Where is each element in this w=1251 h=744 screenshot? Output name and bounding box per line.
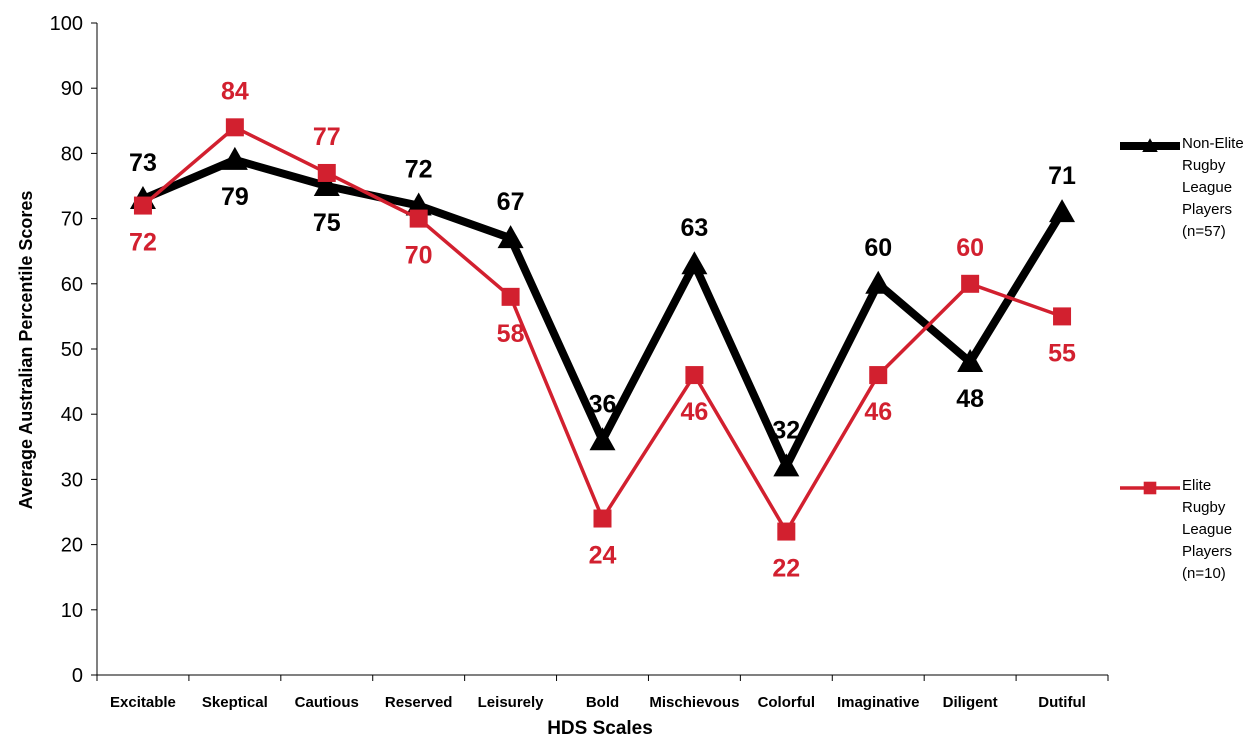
x-tick-label: Colorful <box>758 694 816 711</box>
marker <box>317 163 336 182</box>
data-label: 72 <box>405 156 433 184</box>
marker <box>773 453 800 477</box>
data-label: 70 <box>405 242 433 270</box>
marker <box>777 522 796 541</box>
data-label: 24 <box>589 542 617 570</box>
y-tick-label: 80 <box>61 143 83 165</box>
marker <box>869 366 888 385</box>
y-tick-label: 60 <box>61 274 83 296</box>
legend-marker <box>1142 138 1158 152</box>
x-tick-label: Cautious <box>295 694 359 711</box>
marker <box>961 274 980 293</box>
data-label: 46 <box>864 398 892 426</box>
marker <box>313 173 340 196</box>
y-tick-label: 90 <box>61 78 83 100</box>
x-tick-label: Skeptical <box>202 694 268 711</box>
x-tick-label: Diligent <box>943 694 998 711</box>
marker <box>865 270 892 294</box>
marker <box>501 287 520 306</box>
marker <box>1053 307 1072 326</box>
marker <box>593 509 612 528</box>
data-label: 73 <box>129 149 157 177</box>
data-label: 71 <box>1048 162 1076 190</box>
data-label: 60 <box>956 234 984 262</box>
y-axis-title: Average Australian Percentile Scores <box>16 191 36 510</box>
marker <box>221 146 248 170</box>
marker <box>681 251 708 275</box>
marker <box>497 225 524 249</box>
marker <box>957 349 984 373</box>
series-line <box>141 125 1063 536</box>
marker <box>409 209 428 228</box>
series-line <box>141 155 1066 476</box>
x-tick-label: Imaginative <box>837 694 920 711</box>
marker <box>685 366 704 385</box>
legend-label: Non-Elite Rugby League Players (n=57) <box>1182 135 1244 240</box>
data-label: 77 <box>313 123 341 151</box>
y-tick-label: 50 <box>61 339 83 361</box>
data-label: 67 <box>497 188 525 216</box>
data-label: 58 <box>497 320 525 348</box>
legend-marker <box>1143 481 1157 495</box>
data-label: 36 <box>589 390 617 418</box>
data-label: 60 <box>864 234 892 262</box>
marker <box>225 118 244 137</box>
marker <box>133 196 152 215</box>
data-label: 63 <box>681 214 709 242</box>
marker <box>1049 199 1076 223</box>
data-label: 46 <box>681 398 709 426</box>
data-label: 75 <box>313 209 341 237</box>
data-label: 84 <box>221 77 249 105</box>
data-label: 48 <box>956 385 984 413</box>
data-label: 79 <box>221 183 249 211</box>
legend-label: Elite Rugby League Players (n=10) <box>1182 477 1233 582</box>
y-tick-label: 10 <box>61 600 83 622</box>
data-label: 72 <box>129 229 157 257</box>
y-tick-label: 30 <box>61 469 83 491</box>
data-label: 22 <box>772 555 800 583</box>
y-tick-label: 70 <box>61 209 83 231</box>
x-axis-title: HDS Scales <box>547 718 653 739</box>
y-tick-label: 100 <box>50 13 83 35</box>
y-tick-label: 40 <box>61 404 83 426</box>
x-tick-label: Leisurely <box>478 694 545 711</box>
x-tick-label: Mischievous <box>649 694 739 711</box>
y-tick-label: 0 <box>72 665 83 687</box>
x-tick-label: Excitable <box>110 694 176 711</box>
y-tick-label: 20 <box>61 535 83 557</box>
x-tick-label: Bold <box>586 694 619 711</box>
marker <box>589 427 616 451</box>
data-label: 55 <box>1048 339 1076 367</box>
x-tick-label: Reserved <box>385 694 453 711</box>
x-tick-label: Dutiful <box>1038 694 1085 711</box>
data-label: 32 <box>772 416 800 444</box>
